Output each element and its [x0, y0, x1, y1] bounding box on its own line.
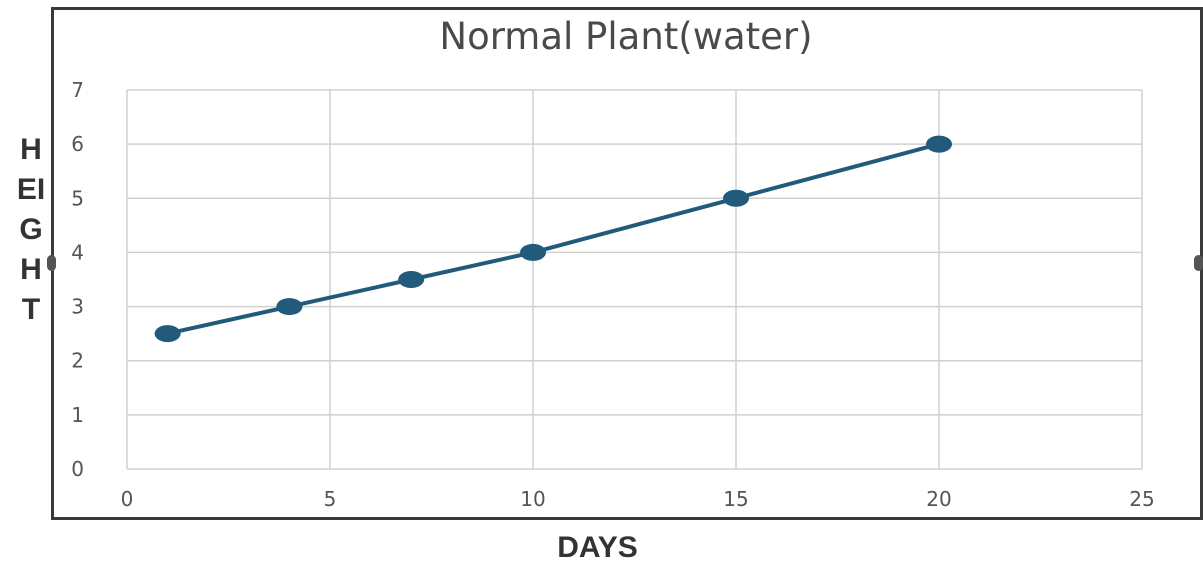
data-point — [398, 271, 425, 288]
data-point — [926, 135, 952, 153]
data-point — [276, 298, 303, 316]
y-tick-label: 5 — [71, 186, 84, 210]
grid-layer — [126, 89, 1143, 470]
y-axis-label: HEIGHT — [16, 133, 46, 326]
chart-title: Normal Plant(water) — [439, 15, 812, 58]
resize-handle-left[interactable] — [47, 255, 56, 271]
y-tick-label: 6 — [71, 132, 84, 156]
y-tick-label: 3 — [71, 295, 84, 319]
series-line — [167, 142, 940, 336]
data-point — [154, 325, 181, 343]
x-tick-label: 15 — [723, 487, 748, 511]
x-tick-label: 5 — [324, 487, 337, 511]
resize-handle-right[interactable] — [1194, 255, 1203, 271]
chart-frame — [51, 7, 1203, 520]
y-tick-label: 7 — [71, 78, 84, 102]
tick-layer: 0 1 2 3 4 5 6 7 0 5 10 15 20 25 — [71, 78, 1154, 511]
x-tick-label: 10 — [520, 487, 545, 511]
x-tick-label: 25 — [1129, 487, 1154, 511]
y-tick-label: 4 — [71, 240, 84, 264]
data-point — [723, 189, 749, 207]
x-tick-label: 20 — [926, 487, 951, 511]
data-point — [520, 243, 546, 261]
y-tick-label: 2 — [71, 349, 84, 373]
x-tick-label: 0 — [121, 487, 134, 511]
y-tick-label: 1 — [71, 403, 84, 427]
x-axis-label: DAYS — [557, 531, 638, 564]
series-layer — [154, 135, 952, 343]
y-tick-label: 0 — [71, 457, 84, 481]
